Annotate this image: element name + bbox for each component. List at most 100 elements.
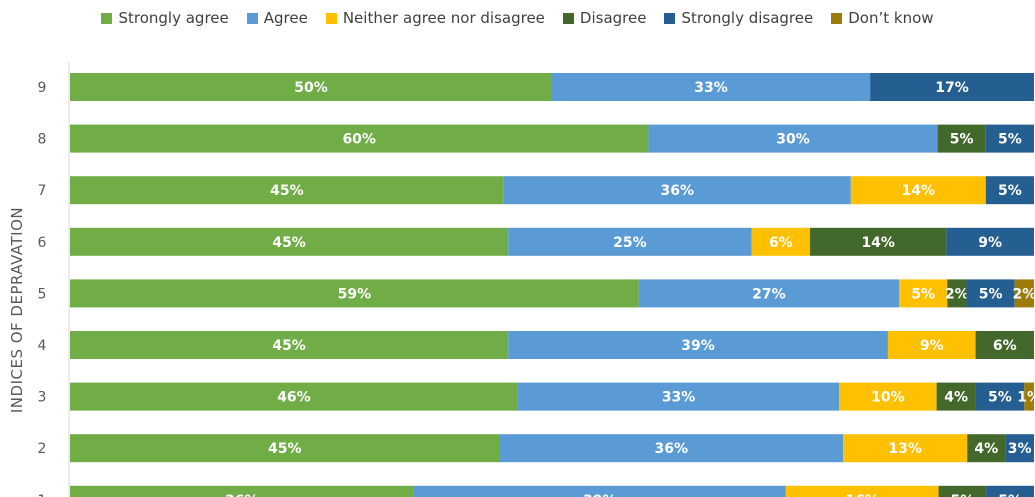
bar-segment-strongly-agree xyxy=(70,176,504,205)
data-label: 5% xyxy=(998,493,1022,497)
bar-segment-strongly-disagree xyxy=(986,485,1034,497)
bar-segment-strongly-agree xyxy=(70,331,509,359)
y-tick-label: 6 xyxy=(38,235,47,251)
y-tick-label: 7 xyxy=(38,183,47,199)
legend-item-neither-agree-nor-disagree: Neither agree nor disagree xyxy=(325,9,545,27)
bar-segment-strongly-disagree xyxy=(966,279,1015,308)
data-label: 2% xyxy=(945,286,969,302)
legend-label: Don’t know xyxy=(848,9,934,27)
bar-segment-strongly-agree xyxy=(70,124,649,153)
legend-swatch xyxy=(831,12,843,24)
bar-segment-agree xyxy=(508,227,752,256)
data-label: 60% xyxy=(342,132,376,148)
legend-label: Strongly agree xyxy=(118,9,229,27)
bar-segment-strongly-disagree xyxy=(1005,434,1034,463)
bar-segment-strongly-disagree xyxy=(985,124,1034,153)
legend-swatch xyxy=(101,12,113,24)
data-label: 39% xyxy=(681,338,715,354)
data-label: 36% xyxy=(225,493,259,497)
bar-segment-disagree xyxy=(967,434,1006,463)
bar-segment-disagree xyxy=(936,382,976,411)
bar-segment-neither-agree-nor-disagree xyxy=(887,331,976,359)
data-label: 25% xyxy=(613,235,647,251)
data-label: 5% xyxy=(988,390,1012,406)
data-label: 36% xyxy=(661,183,695,199)
data-label: 45% xyxy=(272,338,306,354)
bar-segment-agree xyxy=(508,331,888,359)
data-label: 27% xyxy=(752,286,786,302)
data-label: 10% xyxy=(871,390,905,406)
legend-swatch xyxy=(246,12,258,24)
bar-segment-neither-agree-nor-disagree xyxy=(850,176,986,205)
legend-label: Disagree xyxy=(579,9,647,27)
data-label: 5% xyxy=(911,286,935,302)
data-label: 45% xyxy=(268,441,302,457)
legend-item-don-t-know: Don’t know xyxy=(831,9,934,27)
bar-segment-agree xyxy=(517,382,840,411)
legend-label: Neither agree nor disagree xyxy=(342,9,545,27)
data-label: 16% xyxy=(845,493,879,497)
bar-segment-don-t-know xyxy=(1024,382,1034,411)
bar-segment-agree xyxy=(638,279,900,308)
chart-legend: Strongly agree Agree Neither agree nor dis… xyxy=(0,6,1035,30)
data-label: 36% xyxy=(655,441,689,457)
data-label: 39% xyxy=(583,493,617,497)
legend-item-strongly-disagree: Strongly disagree xyxy=(664,9,813,27)
bar-segment-disagree xyxy=(938,485,987,497)
data-label: 9% xyxy=(978,235,1002,251)
bar-segment-strongly-agree xyxy=(70,382,518,411)
bar-segment-strongly-disagree xyxy=(985,176,1034,205)
bar-segment-neither-agree-nor-disagree xyxy=(843,434,968,463)
y-tick-label: 4 xyxy=(38,338,47,354)
data-label: 4% xyxy=(944,390,968,406)
data-label: 5% xyxy=(979,286,1003,302)
legend-swatch xyxy=(562,12,574,24)
plot-area: 9 50% 33% 17%8 60% 30% 5% 5%7 45% 36% 14% 5%6 45% 25%… xyxy=(38,62,1035,497)
data-label: 50% xyxy=(294,80,328,96)
bar-segment-strongly-agree xyxy=(70,227,509,256)
bar-segment-agree xyxy=(413,485,786,497)
bar-segment-neither-agree-nor-disagree xyxy=(785,485,939,497)
data-label: 5% xyxy=(950,132,974,148)
data-label: 59% xyxy=(338,286,372,302)
legend-swatch xyxy=(664,12,676,24)
bar-segment-strongly-agree xyxy=(70,279,639,308)
y-tick-label: 9 xyxy=(38,80,47,96)
bar-segment-strongly-agree xyxy=(70,434,500,463)
legend-label: Strongly disagree xyxy=(681,9,814,27)
data-label: 9% xyxy=(920,338,944,354)
bar-segment-strongly-agree xyxy=(70,485,414,497)
data-label: 1% xyxy=(1017,390,1035,406)
bar-segment-agree xyxy=(499,434,844,463)
bar-segment-agree xyxy=(648,124,938,153)
data-label: 30% xyxy=(776,132,810,148)
data-label: 14% xyxy=(902,183,936,199)
data-label: 6% xyxy=(769,235,793,251)
legend-swatch xyxy=(325,12,337,24)
bar-segment-strongly-disagree xyxy=(975,382,1025,411)
data-label: 17% xyxy=(935,80,969,96)
y-tick-label: 1 xyxy=(38,493,47,497)
legend-item-agree: Agree xyxy=(246,9,308,27)
data-label: 2% xyxy=(1012,286,1035,302)
data-label: 45% xyxy=(270,183,304,199)
data-label: 33% xyxy=(662,390,696,406)
y-tick-label: 2 xyxy=(38,441,47,457)
data-label: 14% xyxy=(861,235,895,251)
data-label: 13% xyxy=(888,441,922,457)
data-label: 3% xyxy=(1008,441,1032,457)
data-label: 5% xyxy=(998,183,1022,199)
y-tick-label: 3 xyxy=(38,390,47,406)
bar-segment-disagree xyxy=(937,124,986,153)
legend-label: Agree xyxy=(263,9,308,27)
data-label: 45% xyxy=(272,235,306,251)
legend-item-strongly-agree: Strongly agree xyxy=(101,9,229,27)
bar-segment-don-t-know xyxy=(1014,279,1034,308)
bar-segment-agree xyxy=(552,73,871,101)
y-tick-label: 5 xyxy=(38,286,47,302)
bar-segment-disagree xyxy=(975,331,1034,359)
data-label: 46% xyxy=(277,390,311,406)
data-label: 33% xyxy=(694,80,728,96)
data-label: 5% xyxy=(951,493,975,497)
